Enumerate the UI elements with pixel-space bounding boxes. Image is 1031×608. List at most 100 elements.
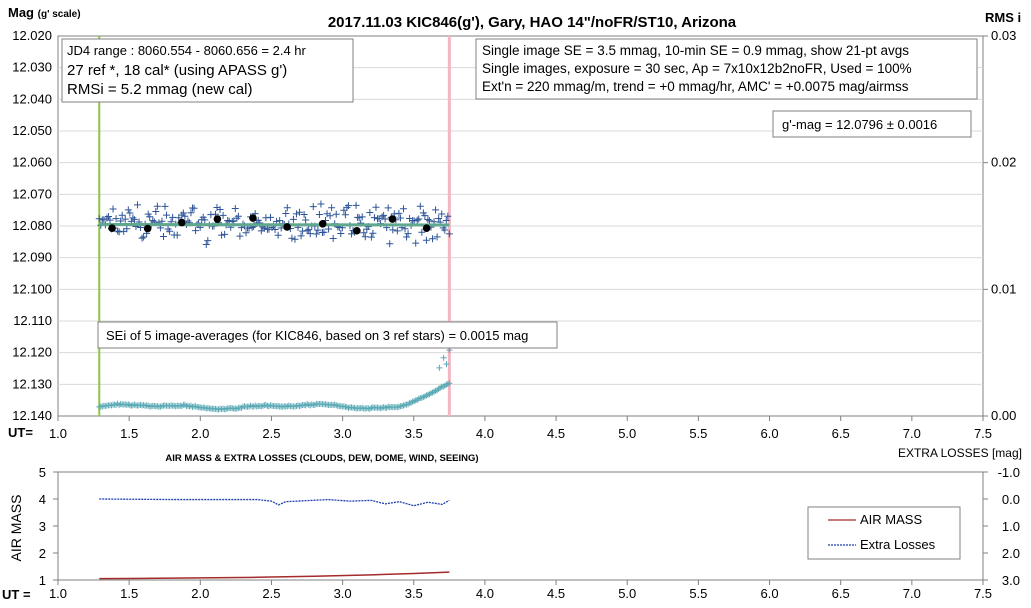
bottom-x-tick-label: 5.5 (689, 586, 707, 601)
average-point (108, 224, 116, 233)
single-image-point (306, 230, 314, 238)
rms-point (116, 402, 123, 409)
single-image-point (386, 240, 394, 248)
single-image-point (288, 234, 296, 242)
info-right-box: Single image SE = 3.5 mmag, 10-min SE = … (475, 38, 978, 100)
single-image-point (109, 205, 117, 213)
rms-point (233, 405, 240, 412)
single-image-point (416, 202, 424, 210)
bottom-y2-tick-label: 2.0 (1002, 546, 1020, 561)
single-image-point (328, 204, 336, 212)
info-left-frame (61, 38, 354, 103)
single-image-point (355, 214, 363, 222)
single-image-point (166, 227, 174, 235)
single-image-point (372, 203, 380, 211)
top-y-tick-label: 12.050 (12, 123, 52, 138)
single-image-point (384, 204, 392, 212)
single-image-point (283, 204, 291, 212)
rms-point (223, 405, 230, 412)
single-image-point (325, 225, 333, 233)
top-x-tick-label: 3.0 (334, 426, 352, 441)
single-image-point (367, 233, 375, 241)
top-x-tick-label: 7.5 (974, 426, 992, 441)
single-image-point (129, 214, 137, 222)
top-x-tick-label: 1.5 (120, 426, 138, 441)
single-image-point (236, 232, 244, 240)
rms-point (394, 404, 401, 411)
single-image-point (429, 235, 437, 243)
averages-series (108, 214, 431, 235)
rms-point (383, 404, 390, 411)
rms-point (192, 403, 199, 410)
single-image-point (219, 211, 227, 219)
rms-point (446, 380, 453, 387)
single-image-point (375, 215, 383, 223)
bottom-x-tick-label: 2.5 (262, 586, 280, 601)
top-y2-tick-label: 0.03 (991, 28, 1016, 43)
top-x-tick-label: 4.5 (547, 426, 565, 441)
single-image-point (202, 241, 210, 249)
top-y2-ticks: 0.03 0.02 0.01 0.00 (983, 28, 1016, 423)
single-image-point (242, 229, 250, 237)
single-image-point (133, 201, 141, 209)
single-image-point (169, 213, 177, 221)
single-image-point (441, 226, 449, 234)
single-image-point (274, 231, 282, 239)
bottom-y-tick-label: 4 (39, 492, 46, 507)
single-image-point (123, 225, 131, 233)
bottom-x-tick-label: 5.0 (618, 586, 636, 601)
average-point (318, 219, 327, 228)
bottom-y2-tick-label: 0.0 (1002, 492, 1020, 507)
single-image-point (412, 239, 420, 247)
top-x-axis-label: UT= (8, 425, 33, 440)
rms-point (125, 401, 132, 408)
top-x-tick-label: 2.5 (262, 426, 280, 441)
top-y-axis-label-suffix: (g' scale) (38, 9, 81, 20)
top-chart-title: 2017.11.03 KIC846(g'), Gary, HAO 14"/noF… (328, 14, 737, 31)
single-image-point (389, 226, 397, 234)
top-y-tick-label: 12.130 (12, 376, 52, 391)
bottom-x-tick-label: 6.0 (760, 586, 778, 601)
single-image-point (433, 233, 441, 241)
average-point (249, 214, 257, 222)
rms-point (436, 364, 443, 371)
gmag-frame (772, 110, 972, 138)
single-image-point (300, 211, 308, 219)
single-image-point (399, 205, 407, 213)
rms-series (96, 326, 454, 413)
single-image-point (292, 210, 300, 218)
top-x-tick-label: 6.5 (832, 426, 850, 441)
single-image-point (305, 226, 313, 234)
single-image-point (424, 216, 432, 224)
top-y2-tick-label: 0.01 (991, 281, 1016, 296)
top-x-tick-label: 2.0 (191, 426, 209, 441)
average-point (178, 218, 186, 227)
single-image-point (112, 215, 120, 223)
single-image-point (106, 216, 114, 224)
sei-text: SEi of 5 image-averages (for KIC846, bas… (106, 328, 528, 343)
bottom-x-ticks: 1.0 1.5 2.0 2.5 3.0 3.5 4.0 4.5 5.0 5.5 6.0 6.5 7.0 7… (49, 580, 992, 601)
rms-point (275, 402, 282, 409)
single-image-point (410, 217, 418, 225)
top-y-tick-label: 12.120 (12, 345, 52, 360)
single-image-point (153, 202, 161, 210)
single-image-point (369, 229, 377, 237)
single-image-point (352, 201, 360, 209)
top-y-tick-label: 12.030 (12, 60, 52, 75)
info-right-line-3: Ext'n = 220 mmag/m, trend = +0 mmag/hr, … (482, 79, 909, 94)
single-image-point (421, 212, 429, 220)
rms-point (238, 404, 245, 411)
bottom-x-tick-label: 4.0 (476, 586, 494, 601)
single-image-point (332, 210, 340, 218)
single-image-point (442, 217, 450, 225)
gmag-box: g'-mag = 12.0796 ± 0.0016 (772, 110, 972, 138)
top-x-tick-label: 6.0 (760, 426, 778, 441)
bottom-y-axis-label: AIR MASS (8, 495, 24, 562)
top-y2-tick-label: 0.02 (991, 155, 1016, 170)
single-image-point (124, 206, 132, 214)
legend-airmass-label: AIR MASS (860, 512, 922, 527)
bottom-x-tick-label: 1.5 (120, 586, 138, 601)
single-image-point (415, 215, 423, 223)
gmag-text: g'-mag = 12.0796 ± 0.0016 (782, 117, 937, 132)
info-left-line-1: JD4 range : 8060.554 - 8060.656 = 2.4 hr (67, 43, 307, 58)
